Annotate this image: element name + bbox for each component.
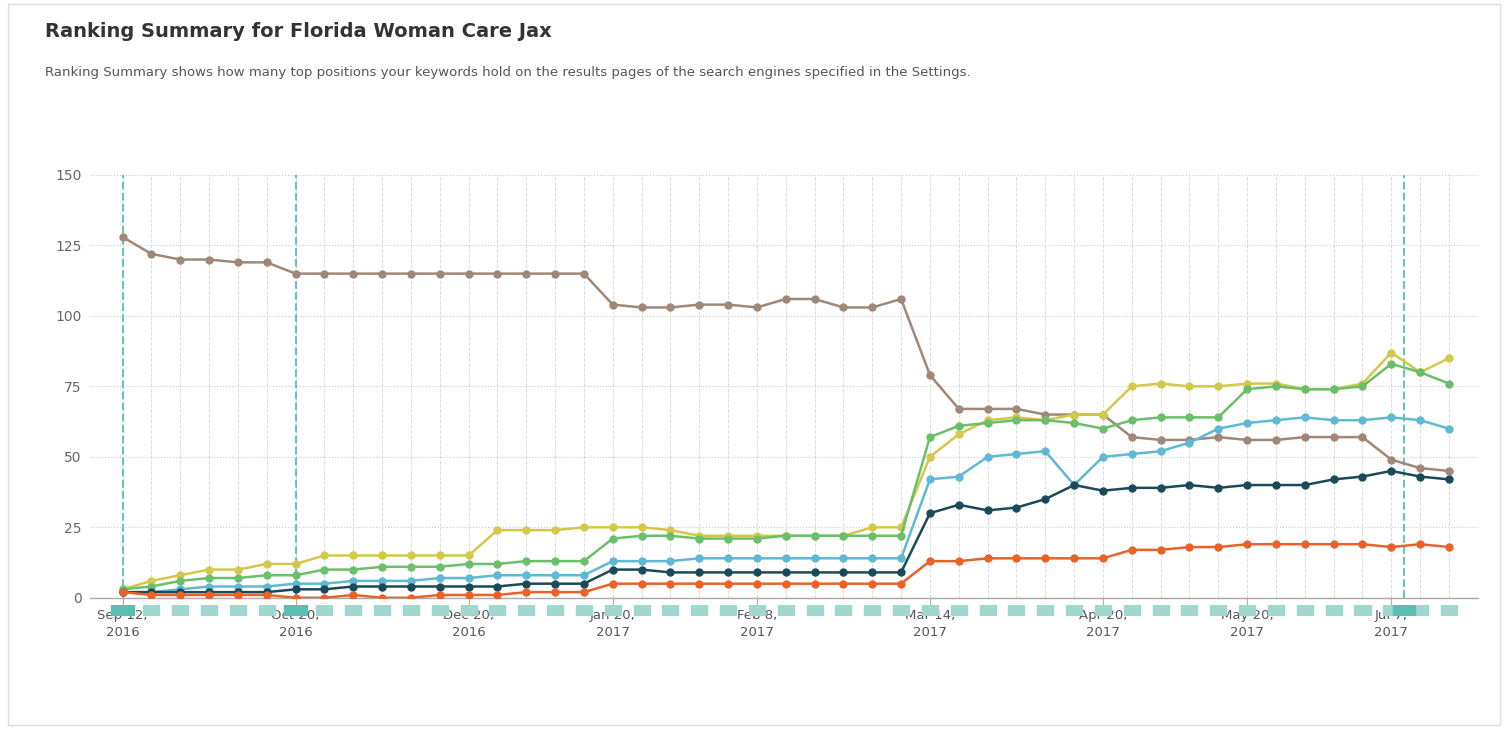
Bar — [1066, 605, 1083, 616]
Bar — [345, 605, 362, 616]
Text: Ranking Summary shows how many top positions your keywords hold on the results p: Ranking Summary shows how many top posit… — [45, 66, 971, 79]
Bar — [778, 605, 793, 616]
Bar — [950, 605, 967, 616]
Bar — [605, 605, 621, 616]
Bar — [1095, 605, 1111, 616]
Bar — [1268, 605, 1283, 616]
Bar — [431, 605, 448, 616]
Bar — [115, 605, 131, 616]
Bar — [143, 605, 160, 616]
Bar — [893, 605, 909, 616]
Bar — [519, 605, 534, 616]
Bar — [1152, 605, 1169, 616]
Bar — [1009, 605, 1024, 616]
Bar — [403, 605, 419, 616]
Bar — [835, 605, 852, 616]
Bar — [749, 605, 765, 616]
Bar — [259, 605, 274, 616]
Bar — [1038, 605, 1053, 616]
Bar — [112, 605, 134, 616]
Bar — [662, 605, 679, 616]
Bar — [1383, 605, 1399, 616]
Bar — [980, 605, 995, 616]
Bar — [1393, 605, 1416, 616]
Bar — [288, 605, 303, 616]
Bar — [691, 605, 707, 616]
Text: Ranking Summary for Florida Woman Care Jax: Ranking Summary for Florida Woman Care J… — [45, 22, 552, 41]
Bar — [576, 605, 593, 616]
Bar — [1240, 605, 1255, 616]
Bar — [1442, 605, 1457, 616]
Bar — [285, 605, 306, 616]
Bar — [1123, 605, 1140, 616]
Bar — [1211, 605, 1226, 616]
Bar — [633, 605, 650, 616]
Bar — [547, 605, 562, 616]
Bar — [460, 605, 477, 616]
Bar — [921, 605, 938, 616]
Bar — [864, 605, 881, 616]
Bar — [1326, 605, 1342, 616]
Bar — [201, 605, 217, 616]
Bar — [1354, 605, 1371, 616]
Bar — [490, 605, 505, 616]
Bar — [374, 605, 391, 616]
Bar — [229, 605, 246, 616]
Bar — [721, 605, 736, 616]
Bar — [807, 605, 822, 616]
Bar — [317, 605, 332, 616]
Bar — [1411, 605, 1428, 616]
Bar — [1297, 605, 1313, 616]
Bar — [172, 605, 188, 616]
Bar — [1181, 605, 1197, 616]
